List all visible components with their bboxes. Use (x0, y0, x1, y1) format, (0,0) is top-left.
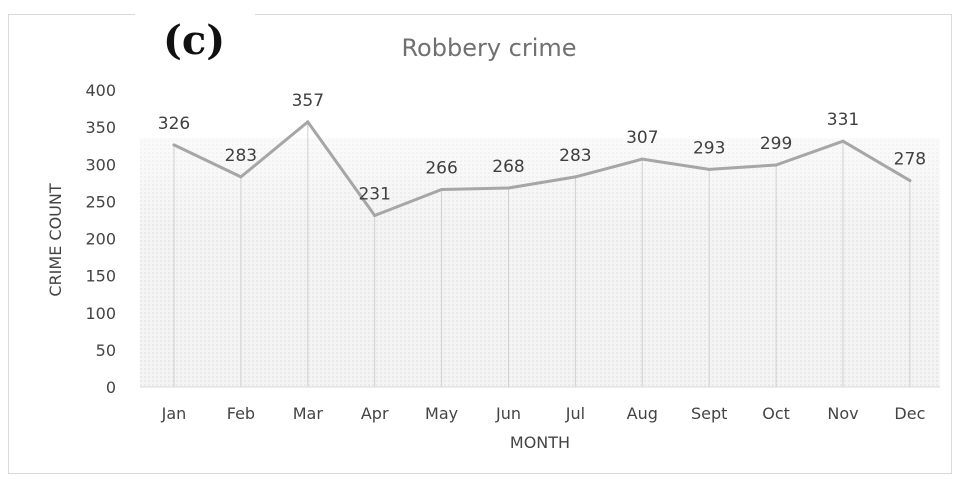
y-tick-label-0: 0 (106, 378, 116, 397)
x-tick-label-may: May (425, 404, 458, 423)
data-label-aug: 307 (626, 128, 658, 148)
data-label-feb: 283 (225, 146, 257, 166)
panel-label-background (135, 6, 255, 66)
x-tick-label-jun: Jun (495, 404, 521, 423)
y-tick-label-100: 100 (85, 304, 116, 323)
data-point-jun (507, 186, 510, 190)
y-tick-label-400: 400 (85, 81, 116, 100)
x-tick-label-dec: Dec (894, 404, 925, 423)
plot-area: 326 283 357 231 266 268 283 307 293 299 331 278 (140, 91, 940, 388)
y-axis-title: CRIME COUNT (46, 183, 65, 296)
x-tick-label-jan: Jan (161, 404, 187, 423)
data-point-nov (841, 139, 845, 143)
data-point-jan (172, 143, 176, 147)
data-label-oct: 299 (760, 134, 792, 154)
x-tick-label-mar: Mar (293, 404, 324, 423)
y-tick-label-350: 350 (85, 118, 116, 137)
x-axis: Jan Feb Mar Apr May Jun Jul Aug Sept Oct Nov Dec (161, 404, 926, 423)
data-point-apr (373, 213, 377, 217)
x-tick-label-oct: Oct (762, 404, 790, 423)
data-label-jun: 268 (492, 157, 524, 177)
data-point-feb (239, 175, 243, 179)
data-point-dec (908, 179, 912, 183)
y-tick-label-50: 50 (96, 341, 116, 360)
y-tick-label-300: 300 (85, 155, 116, 174)
data-label-jan: 326 (158, 114, 190, 134)
data-label-may: 266 (425, 158, 457, 178)
x-tick-label-jul: Jul (565, 404, 585, 423)
data-point-sept (707, 167, 711, 171)
panel-label: (c) (163, 17, 226, 64)
x-tick-label-sept: Sept (691, 404, 727, 423)
x-tick-label-nov: Nov (827, 404, 858, 423)
data-label-jul: 283 (559, 146, 591, 166)
y-tick-label-150: 150 (85, 267, 116, 286)
x-axis-title: MONTH (510, 433, 570, 452)
y-tick-label-250: 250 (85, 192, 116, 211)
data-label-nov: 331 (827, 110, 859, 130)
data-point-aug (640, 157, 644, 161)
data-point-jul (573, 175, 577, 179)
data-label-apr: 231 (358, 184, 390, 204)
x-tick-label-aug: Aug (627, 404, 658, 423)
data-point-oct (774, 163, 778, 167)
chart-title: Robbery crime (401, 34, 576, 62)
y-tick-label-200: 200 (85, 230, 116, 249)
data-label-sept: 293 (693, 138, 725, 158)
x-tick-label-apr: Apr (361, 404, 389, 423)
x-tick-label-feb: Feb (227, 404, 255, 423)
data-point-mar (306, 120, 310, 124)
data-label-dec: 278 (894, 150, 926, 170)
series-line (172, 120, 912, 217)
data-point-may (440, 187, 444, 191)
y-axis: 0 50 100 150 200 250 300 350 400 (85, 81, 116, 397)
data-label-mar: 357 (292, 91, 324, 111)
